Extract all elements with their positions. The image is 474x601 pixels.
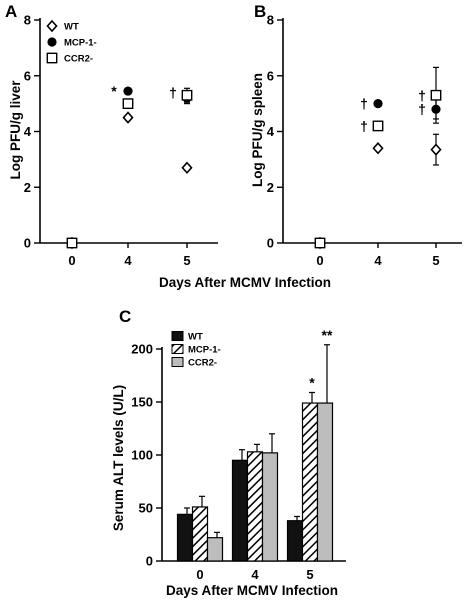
panel-b-significance-mark: † <box>418 87 426 103</box>
panel-c-legend-swatch <box>171 331 184 341</box>
panel-c-bar-mcp1 <box>301 402 319 562</box>
panel-c-y-tick-label: 100 <box>131 448 153 463</box>
panel-a-significance-mark: * <box>111 83 117 99</box>
panel-b-x-tick-label: 5 <box>432 253 439 268</box>
panel-c-bar-wt <box>176 513 194 562</box>
panel-a-point-ccr2 <box>122 98 134 110</box>
panel-b-letter: B <box>254 2 266 21</box>
panel-a-letter: A <box>5 2 17 21</box>
panel-a-plot: 0 2 4 6 8 0 4 5 * † WT MCP-1- CCR2- <box>24 13 218 268</box>
panel-b-y-axis-title: Log PFU/g spleen <box>250 73 265 187</box>
panel-c-bar-ccr2 <box>206 537 224 562</box>
panel-a-legend-label: MCP-1- <box>64 38 97 49</box>
panel-a-x-tick-label: 4 <box>124 253 132 268</box>
panel-c-y-tick-label: 200 <box>131 342 153 357</box>
panel-b-significance-mark: † <box>360 118 368 134</box>
panel-b-y-tick-label: 6 <box>267 68 274 83</box>
panel-b-point-ccr2 <box>430 89 442 101</box>
panel-a-y-tick-label: 6 <box>24 68 31 83</box>
panel-a-x-tick-label: 0 <box>68 253 75 268</box>
panel-c-bar-wt <box>286 520 304 562</box>
panel-b-y-tick-label: 4 <box>267 124 275 139</box>
panel-a-y-tick-label: 0 <box>24 236 31 251</box>
panel-b-point-wt <box>372 142 384 155</box>
panel-a-y-tick-label: 2 <box>24 180 31 195</box>
panel-c-y-tick-label: 50 <box>139 501 153 516</box>
panel-b-significance-mark: † <box>360 96 368 112</box>
panel-c-significance-mark: ** <box>322 327 333 343</box>
panel-c-x-tick-label: 4 <box>251 567 259 582</box>
panel-c-bar-mcp1 <box>191 506 209 562</box>
panel-b-significance-mark: † <box>418 101 426 117</box>
panel-a-y-tick-label: 8 <box>24 13 31 28</box>
panel-c-legend-label: CCR2- <box>188 358 217 369</box>
panel-c-bar-ccr2 <box>261 452 279 562</box>
panel-c-y-tick-label: 0 <box>146 554 153 569</box>
panel-b-point-ccr2 <box>372 120 384 132</box>
panel-c-x-tick-label: 5 <box>306 567 313 582</box>
panel-c-x-tick-label: 0 <box>196 567 203 582</box>
panel-c-legend-label: WT <box>188 332 203 343</box>
panel-c-legend-label: MCP-1- <box>188 345 221 356</box>
panel-c-bar-ccr2 <box>316 402 334 562</box>
panel-b-y-tick-label: 0 <box>267 236 274 251</box>
panel-a-x-tick-label: 5 <box>183 253 190 268</box>
panel-a-legend-label: WT <box>64 22 79 33</box>
panel-b-y-tick-label: 2 <box>267 180 274 195</box>
panel-a-y-axis-title: Log PFU/g liver <box>8 80 23 180</box>
panel-a-legend-marker <box>46 52 58 64</box>
panel-a: A Log PFU/g liver 0 2 4 6 8 0 4 5 * † WT MCP-1- CCR2… <box>5 2 218 268</box>
panel-a-legend-marker <box>47 37 57 47</box>
panel-c-letter: C <box>119 307 131 326</box>
panel-a-point-wt <box>181 161 193 174</box>
panel-b-point-ccr2 <box>314 237 326 249</box>
panel-a-y-tick-label: 4 <box>24 124 32 139</box>
panel-c-x-axis-title: Days After MCMV Infection <box>166 583 338 598</box>
panel-c-legend-swatch <box>171 357 184 367</box>
panel-c: C Serum ALT levels (U/L) 0 50 100 150 200 0 4 5… <box>111 307 346 598</box>
panel-c-bar-mcp1 <box>246 451 264 562</box>
panel-a-point-ccr2 <box>66 237 78 249</box>
panel-b-x-tick-label: 0 <box>316 253 323 268</box>
panel-c-y-axis-title: Serum ALT levels (U/L) <box>111 385 126 531</box>
panel-a-point-wt <box>122 111 134 124</box>
panel-c-significance-mark: * <box>309 374 315 390</box>
panel-b-point-mcp1 <box>373 99 383 109</box>
panel-b-point-wt <box>430 143 442 156</box>
panel-c-bar-wt <box>231 459 249 562</box>
panel-a-legend-marker <box>46 19 58 33</box>
panel-b-x-tick-label: 4 <box>374 253 382 268</box>
panel-c-legend-swatch <box>171 344 184 354</box>
panel-c-y-tick-label: 150 <box>131 395 153 410</box>
panel-a-significance-mark: † <box>169 84 177 100</box>
panel-a-point-ccr2 <box>181 89 193 101</box>
panel-b-y-tick-label: 8 <box>267 13 274 28</box>
panel-a-point-mcp1 <box>123 86 133 96</box>
panel-a-legend-label: CCR2- <box>64 54 93 65</box>
panels-ab-x-axis-title: Days After MCMV Infection <box>159 275 331 290</box>
